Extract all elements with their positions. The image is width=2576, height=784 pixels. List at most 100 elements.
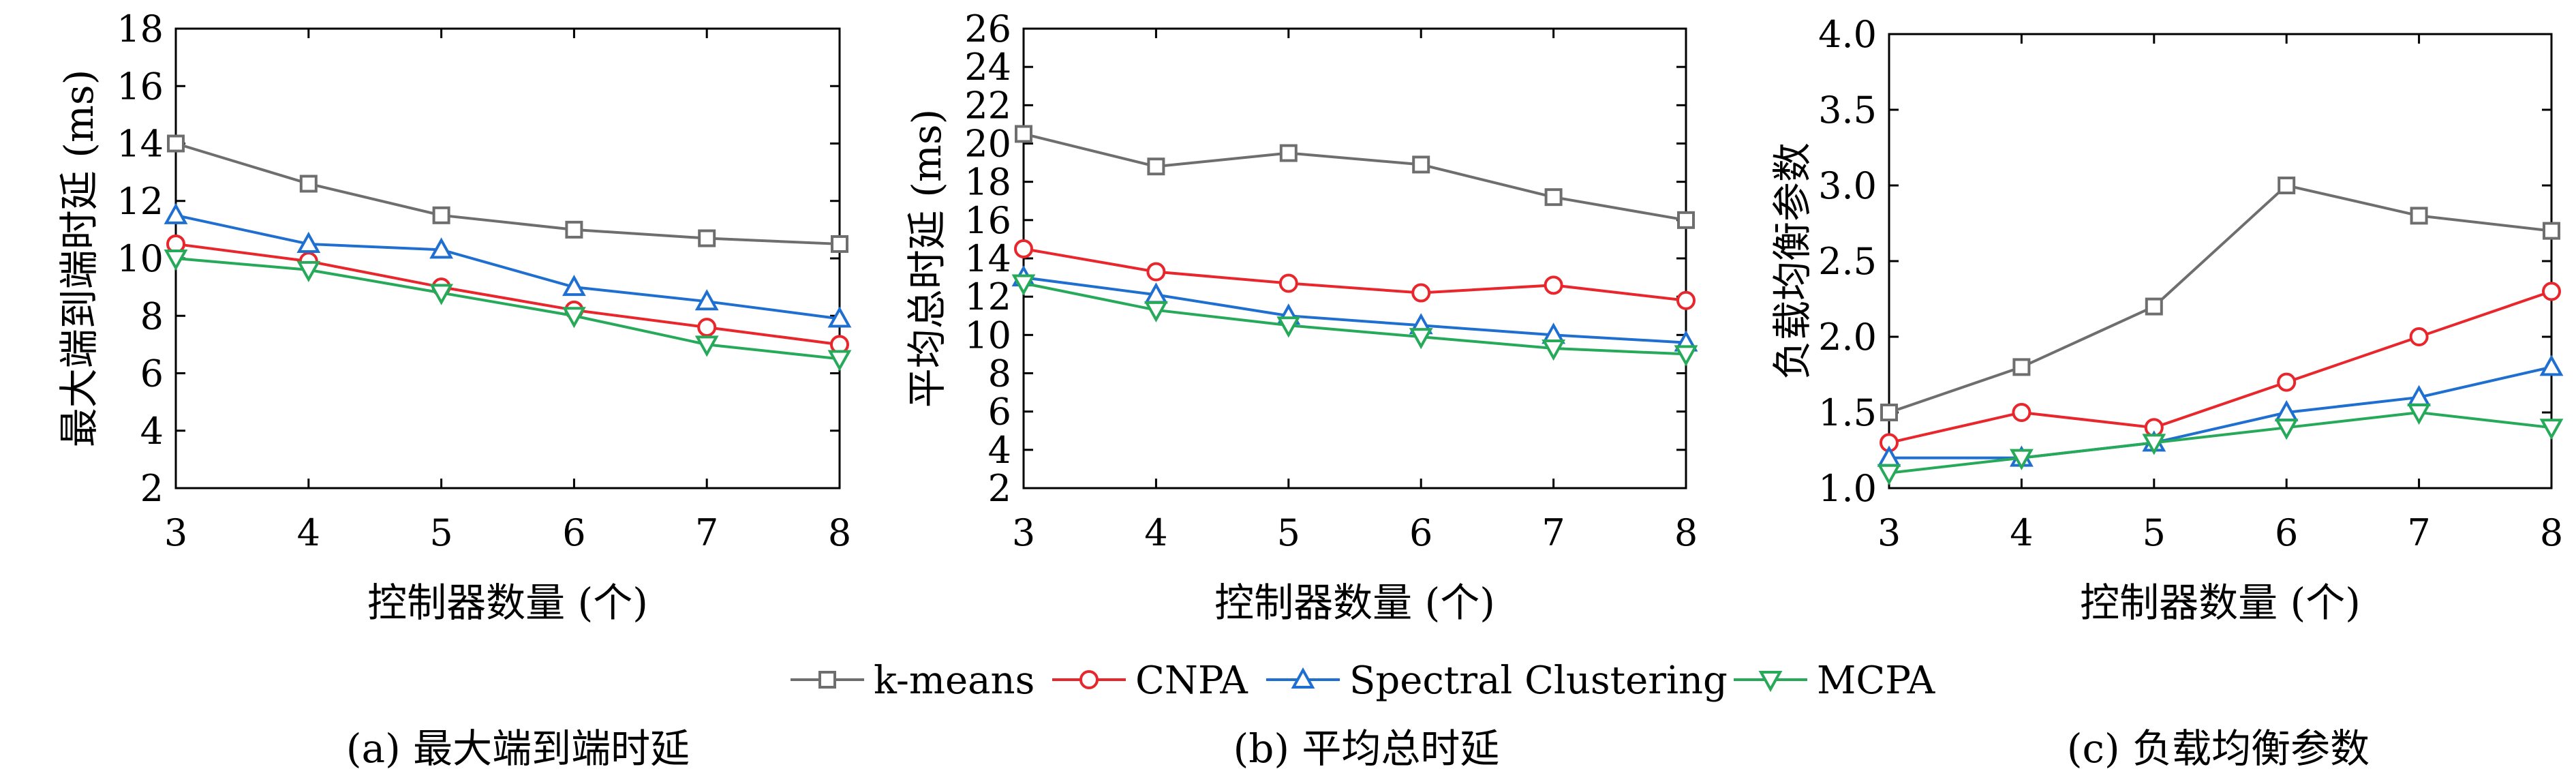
x-tick-label: 6 [562,511,585,554]
data-point [1146,262,1166,282]
series-line [1023,282,1687,356]
data-point [2145,297,2163,316]
series-spectral-clustering [1877,355,2564,467]
data-point [562,307,586,329]
series-cnpa [1880,282,2561,453]
series-k-means [1015,125,1695,229]
data-point [831,235,848,253]
data-point [2277,372,2297,392]
y-axis-title: 平均总时延 (ms) [904,109,950,408]
legend-entry-k-means: k-means [791,659,1034,703]
series-line [1023,247,1687,302]
series-line [1888,410,2552,474]
series-k-means [167,134,848,253]
data-point [1880,404,1898,421]
y-tick-label: 24 [964,46,1011,89]
series-spectral-clustering [164,202,852,328]
x-tick-label: 4 [2010,511,2033,554]
data-point [698,229,716,247]
data-point [429,237,454,259]
legend-label: Spectral Clustering [1349,659,1728,703]
x-tick-label: 5 [429,511,453,554]
data-point [1544,188,1563,207]
x-tick-label: 3 [1012,511,1035,554]
data-point [1877,464,1901,485]
data-point [164,250,188,271]
legend-entry-cnpa: CNPA [1052,659,1248,703]
x-tick-label: 8 [828,511,851,554]
data-point [1276,316,1301,338]
y-tick-label: 8 [988,352,1011,395]
chart-panel-a: 2 4 6 8 10 12 14 16 18 3 4 5 6 7 8 控制器数量 (个) 最大端到端时延 (ms… [56,7,852,772]
series-line [1889,365,2552,459]
x-tick-label: 4 [1144,511,1167,554]
y-tick-label: 2 [140,467,164,510]
data-point [167,134,185,153]
legend-label: CNPA [1135,659,1248,703]
legend-marker [1079,670,1099,689]
data-point [2009,449,2034,470]
y-tick-label: 26 [964,7,1011,50]
x-tick-label: 3 [164,511,187,554]
x-tick-label: 8 [2540,511,2563,554]
data-point [296,231,321,253]
data-point [565,220,583,239]
series-mcpa [1877,404,2564,485]
series-mcpa [164,250,852,372]
plot-frame [1022,27,1687,489]
series-line [1023,132,1687,222]
y-tick-label: 4 [988,429,1011,472]
y-tick-label: 6 [988,391,1011,434]
data-point [1409,328,1433,350]
series-mcpa [1011,274,1698,367]
data-point [1015,125,1032,143]
y-tick-label: 12 [964,275,1011,318]
x-tick-label: 3 [1877,511,1901,554]
data-point [164,202,188,224]
data-point [1677,211,1695,229]
x-tick-label: 7 [1542,511,1565,554]
x-tick-label: 6 [1409,511,1432,554]
data-point [2543,222,2560,240]
chart-panel-c: 1.0 1.5 2.0 2.5 3.0 3.5 4.0 3 4 5 6 7 8 控制器数量 (个) 负载均衡… [1769,13,2564,772]
x-tick-label: 4 [297,511,320,554]
x-axis-title: 控制器数量 (个) [2080,579,2361,626]
data-point [694,289,719,311]
y-tick-label: 10 [117,237,164,280]
y-tick-label: 8 [140,295,164,337]
data-point [1147,157,1165,176]
y-tick-label: 14 [964,237,1011,280]
y-axis-title: 负载均衡参数 [1769,142,1815,380]
y-tick-label: 2 [988,467,1011,510]
data-point [1014,239,1033,258]
legend: k-means CNPA Spectral Clustering MCPA [791,659,1935,703]
y-tick-label: 22 [964,84,1011,127]
y-tick-label: 12 [117,180,164,223]
data-point [2407,404,2432,425]
data-point [2542,282,2561,301]
y-tick-label: 4 [140,410,164,453]
y-tick-label: 2.5 [1818,240,1877,283]
data-point [2409,327,2429,346]
x-axis-title: 控制器数量 (个) [1214,579,1495,626]
legend-marker [1758,671,1783,693]
series-cnpa [166,234,849,355]
x-tick-label: 7 [2407,511,2430,554]
panel-caption: (c) 负载均衡参数 [2067,725,2370,772]
data-point [2278,177,2296,194]
y-tick-label: 18 [117,7,164,50]
series-line [175,213,840,320]
data-point [1542,339,1566,361]
y-tick-label: 6 [140,352,164,395]
panel-caption: (a) 最大端到端时延 [346,725,690,772]
x-tick-label: 5 [1277,511,1300,554]
data-point [1011,274,1036,296]
data-point [827,350,852,372]
series-spectral-clustering [1011,265,1698,352]
series-line [175,257,840,361]
data-point [2142,434,2166,455]
data-point [827,306,852,328]
data-point [697,318,717,337]
